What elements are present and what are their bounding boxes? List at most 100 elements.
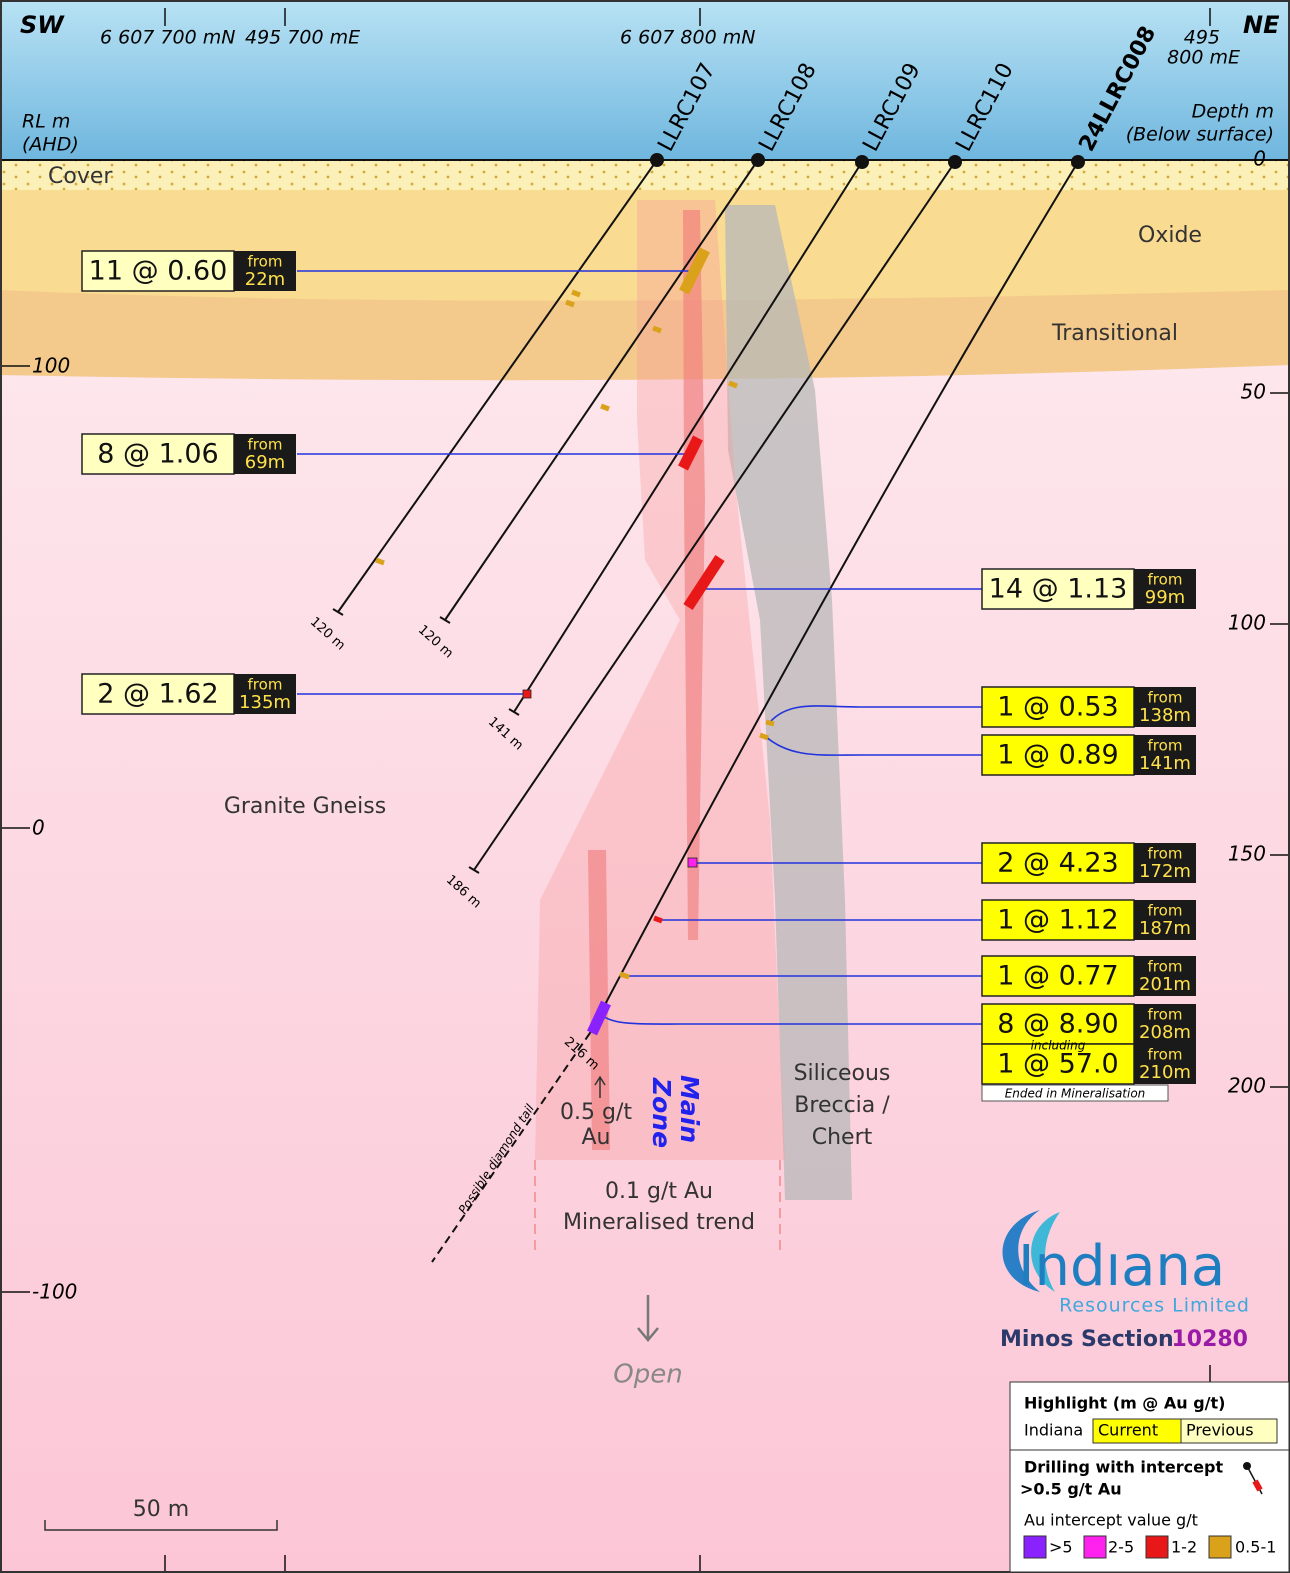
- depth-label: (Below surface): [1126, 124, 1274, 146]
- logo: Indıana Resources Limited Minos Section …: [1000, 1210, 1250, 1352]
- marker: [759, 732, 769, 741]
- depth-tick-label: 50: [1241, 380, 1266, 404]
- intercept-from-box: [1134, 843, 1196, 883]
- cover-dots: [0, 160, 1290, 190]
- collar: [650, 153, 664, 167]
- layer-label: Oxide: [1138, 223, 1202, 248]
- rl-tick-label: 100: [32, 354, 70, 378]
- intercept-from: 135m: [239, 692, 291, 713]
- including-label: including: [1031, 1039, 1086, 1053]
- legend-previous: [1180, 1418, 1278, 1444]
- marker: [587, 1000, 611, 1036]
- intercept-value-box: [81, 250, 235, 292]
- hole-trace: [444, 159, 759, 621]
- legend-collar: [1243, 1462, 1251, 1470]
- northing: 6 607 800 mN: [620, 27, 755, 49]
- marker: [571, 289, 581, 298]
- leader: [769, 705, 982, 723]
- intercept-from: 187m: [1139, 918, 1191, 939]
- intercept-value: 14 @ 1.13: [989, 574, 1128, 605]
- marker: [653, 915, 663, 924]
- intercept-from-box: [1134, 687, 1196, 727]
- axis-labels: 100 0 -100 0 50 100 150 200: [32, 147, 1266, 1304]
- intercept-value-box: [981, 1003, 1135, 1045]
- easting: 495 700 mE: [245, 27, 360, 49]
- intercept-from-label: from: [1148, 845, 1183, 863]
- intercept-from: 99m: [1145, 587, 1185, 608]
- intercept-value: 1 @ 0.89: [997, 740, 1118, 771]
- intercept-value-box: [81, 433, 235, 475]
- legend-drilling: >0.5 g/t Au: [1020, 1480, 1122, 1499]
- marker: [728, 380, 738, 389]
- intercept-from: 208m: [1139, 1022, 1191, 1043]
- intercept-from-label: from: [1148, 958, 1183, 976]
- holes: [332, 153, 1085, 1263]
- ne: NE: [1243, 11, 1280, 39]
- class-label: >5: [1049, 1538, 1073, 1557]
- sky: [0, 0, 1290, 160]
- hole-end: [508, 708, 520, 716]
- intercept-from-box: [1134, 900, 1196, 940]
- intercept-value-box: [981, 1043, 1135, 1085]
- intercept-markers: [375, 247, 775, 1036]
- open-label: Open: [613, 1360, 682, 1390]
- intercept-from-label: from: [1148, 737, 1183, 755]
- siliceous-label: Chert: [812, 1125, 873, 1150]
- layer-label: Granite Gneiss: [224, 794, 386, 819]
- intercept-value: 8 @ 1.06: [97, 439, 218, 470]
- collar: [1071, 155, 1085, 169]
- intercept-from: 172m: [1139, 861, 1191, 882]
- class-label: 1-2: [1171, 1538, 1197, 1557]
- intercept-from-box: [234, 434, 296, 474]
- northing: 6 607 700 mN: [100, 27, 235, 49]
- section-number: 10280: [1171, 1327, 1248, 1352]
- section-label: Minos Section: [1000, 1327, 1174, 1352]
- legend: Highlight (m @ Au g/t) Indiana Current P…: [1009, 1381, 1290, 1573]
- class-label: 0.5-1: [1235, 1538, 1276, 1557]
- layer-label: Cover: [48, 164, 113, 189]
- intercept-from-box: [1134, 1004, 1196, 1044]
- class-label: 2-5: [1108, 1538, 1134, 1557]
- main-zone: [683, 210, 705, 940]
- intercept-value: 1 @ 57.0: [997, 1049, 1118, 1080]
- intercept-from-label: from: [1148, 1006, 1183, 1024]
- rl-label: RL m: [22, 111, 70, 133]
- intercept-value-box: [981, 686, 1135, 728]
- intercept-value: 2 @ 1.62: [97, 679, 218, 710]
- marker: [765, 719, 775, 727]
- leader: [764, 735, 982, 756]
- intercept-from-box: [1134, 956, 1196, 996]
- intercept-value: 8 @ 8.90: [997, 1009, 1118, 1040]
- collar: [855, 155, 869, 169]
- intercept-value-box: [981, 955, 1135, 997]
- intercept-from: 69m: [245, 452, 285, 473]
- collar: [948, 155, 962, 169]
- trend-label: 0.1 g/t Au: [605, 1179, 713, 1204]
- easting: 800 mE: [1167, 47, 1240, 69]
- class-swatch: [1023, 1535, 1047, 1559]
- hole-trace: [589, 161, 1079, 1034]
- legend-current-label: Current: [1098, 1421, 1158, 1440]
- layer-label: Transitional: [1051, 321, 1178, 346]
- marker: [600, 403, 610, 412]
- intercept-from: 138m: [1139, 705, 1191, 726]
- intercept-from-box: [1134, 569, 1196, 609]
- scale-line: [44, 1520, 278, 1531]
- siliceous-label: Breccia /: [794, 1093, 890, 1118]
- main-zone-label: Zone: [647, 1077, 676, 1148]
- legend-title: Highlight (m @ Au g/t): [1024, 1394, 1225, 1413]
- intercept-value-box: [981, 734, 1135, 776]
- intercept-value: 2 @ 4.23: [997, 848, 1118, 879]
- intercept-from-box: [234, 251, 296, 291]
- intercept-from-label: from: [1148, 689, 1183, 707]
- logo-subtitle: Resources Limited: [1059, 1295, 1250, 1317]
- intercept-from-label: from: [1148, 902, 1183, 920]
- class-swatch: [1145, 1535, 1169, 1559]
- hole-end: [332, 608, 344, 616]
- intercept-value: 1 @ 1.12: [997, 905, 1118, 936]
- marker: [375, 557, 385, 566]
- oxide-layer: [0, 190, 1290, 301]
- intercept-from: 22m: [245, 269, 285, 290]
